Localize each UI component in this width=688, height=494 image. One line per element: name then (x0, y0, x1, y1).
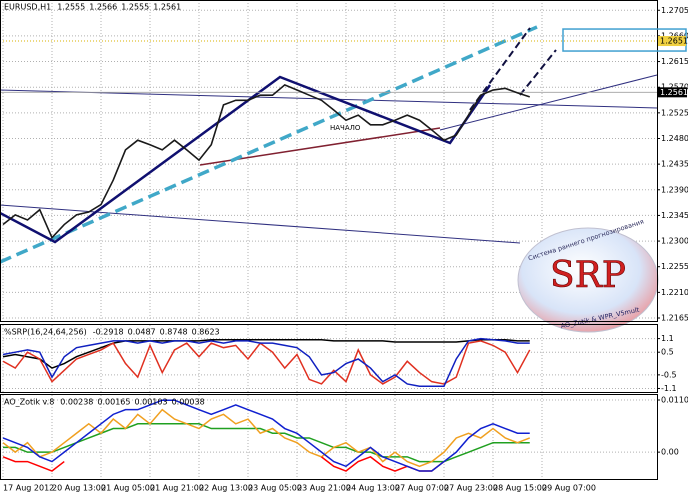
x-tick-label: 28 Aug 15:00 (493, 484, 547, 493)
plot-layer (0, 40, 657, 472)
channel-line (0, 25, 538, 264)
y-tick-label: 1.2210 (661, 288, 688, 297)
y-tick-label: 1.2660 (661, 31, 688, 40)
y-tick-label: 1.2480 (661, 134, 688, 143)
x-tick-label: 29 Aug 07:00 (542, 484, 596, 493)
y-tick-label: 1.1 (661, 334, 674, 343)
panel-reading: -0.2918 (93, 328, 124, 337)
panel-reading: 0.8748 (160, 328, 188, 337)
panel-reading: 0.8623 (192, 328, 220, 337)
y-tick-label: -0.5 (661, 370, 677, 379)
panel-reading: 1.2561 (153, 3, 181, 12)
panel-reading: 1.2555 (57, 3, 85, 12)
annotation: НАЧАЛО (330, 124, 361, 132)
y-tick-label: 1.2255 (661, 262, 688, 271)
panel-reading: 0.00165 (97, 398, 130, 407)
y-tick-label: 1.2705 (661, 6, 688, 15)
series-line (2, 338, 530, 369)
x-tick-label: 20 Aug 13:00 (52, 484, 106, 493)
y-tick-label: 0.00 (661, 448, 679, 457)
x-tick-label: 17 Aug 2012 (3, 484, 54, 493)
y-tick-label: 1.2390 (661, 185, 688, 194)
series-line (2, 83, 530, 240)
y-tick-label: 1.2615 (661, 57, 688, 66)
panel-reading: 0.00103 (134, 398, 167, 407)
x-tick-label: 21 Aug 21:00 (150, 484, 204, 493)
panel-reading: 0.0487 (128, 328, 156, 337)
main-panel-frame (0, 0, 658, 322)
panel-title: EURUSD,H1 (4, 3, 51, 12)
y-tick-label: 1.2165 (661, 314, 688, 323)
level-label: 1.2651 (660, 37, 688, 46)
y-tick-label: 0.5 (661, 348, 674, 357)
y-tick-label: 0.01104 (661, 396, 688, 405)
y-tick-label: 1.2570 (661, 83, 688, 92)
ao-panel-frame (0, 394, 658, 480)
srp-panel-frame (0, 324, 658, 393)
x-tick-label: 27 Aug 23:00 (444, 484, 498, 493)
x-tick-label: 27 Aug 07:00 (395, 484, 449, 493)
drawings: НАЧАЛО (0, 25, 658, 264)
y-tick-label: 1.2300 (661, 237, 688, 246)
forecast-arrow (519, 49, 557, 96)
x-tick-label: 21 Aug 05:00 (101, 484, 155, 493)
x-tick-label: 22 Aug 13:00 (199, 484, 253, 493)
price-tag (658, 87, 687, 98)
y-tick-label: -1.1 (661, 384, 677, 393)
series-line (2, 340, 531, 385)
x-tick-label: 23 Aug 05:00 (248, 484, 302, 493)
grid-layer (0, 0, 657, 480)
panel-title: %SRP(16,24,64,256) (4, 328, 87, 337)
panel-reading: 0.00038 (172, 398, 205, 407)
trend-line (439, 74, 658, 131)
panel-reading: 0.00238 (60, 398, 93, 407)
trend-line (0, 204, 521, 244)
trend-line (0, 89, 658, 109)
series-line (2, 408, 531, 468)
panel-reading: 1.2566 (89, 3, 117, 12)
y-tick-label: 1.2525 (661, 108, 688, 117)
y-tick-label: 1.2345 (661, 211, 688, 220)
y-tick-label: 1.2435 (661, 160, 688, 169)
x-tick-label: 24 Aug 13:00 (346, 484, 400, 493)
series-line (2, 456, 65, 472)
series-line (2, 399, 530, 472)
level-tag (658, 36, 686, 47)
price-label: 1.2561 (660, 88, 688, 97)
logo-name: SRP (550, 255, 626, 296)
panel-title: AO_Zotik v.8 (4, 398, 54, 407)
x-tick-label: 23 Aug 21:00 (297, 484, 351, 493)
panel-reading: 1.2555 (121, 3, 149, 12)
series-line (2, 337, 530, 387)
